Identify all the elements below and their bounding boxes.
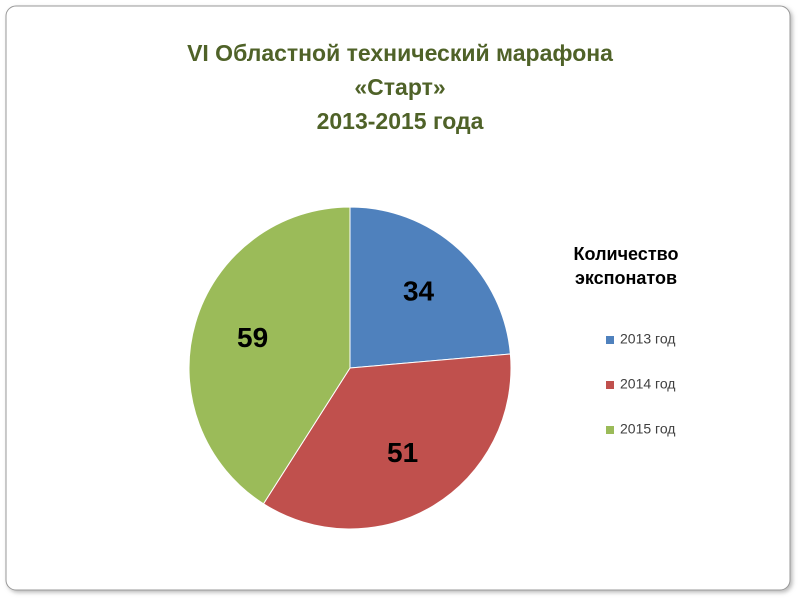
legend-swatch [606, 336, 614, 344]
data-label: 51 [387, 437, 418, 468]
legend-title: экспонатов [575, 268, 677, 288]
legend-swatch [606, 426, 614, 434]
legend-label: 2015 год [620, 421, 675, 437]
legend-label: 2014 год [620, 376, 675, 392]
chart-title: «Старт» [354, 74, 445, 100]
pie-slice [349, 206, 511, 369]
pie-slice [188, 206, 351, 505]
chart-title: 2013-2015 года [317, 108, 484, 134]
legend-label: 2013 год [620, 331, 675, 347]
data-label: 59 [237, 322, 268, 353]
data-label: 34 [403, 276, 435, 307]
legend-swatch [606, 381, 614, 389]
chart-title: VI Областной технический марафона [187, 40, 613, 66]
legend-title: Количество [574, 244, 679, 264]
pie-slice [262, 353, 512, 530]
